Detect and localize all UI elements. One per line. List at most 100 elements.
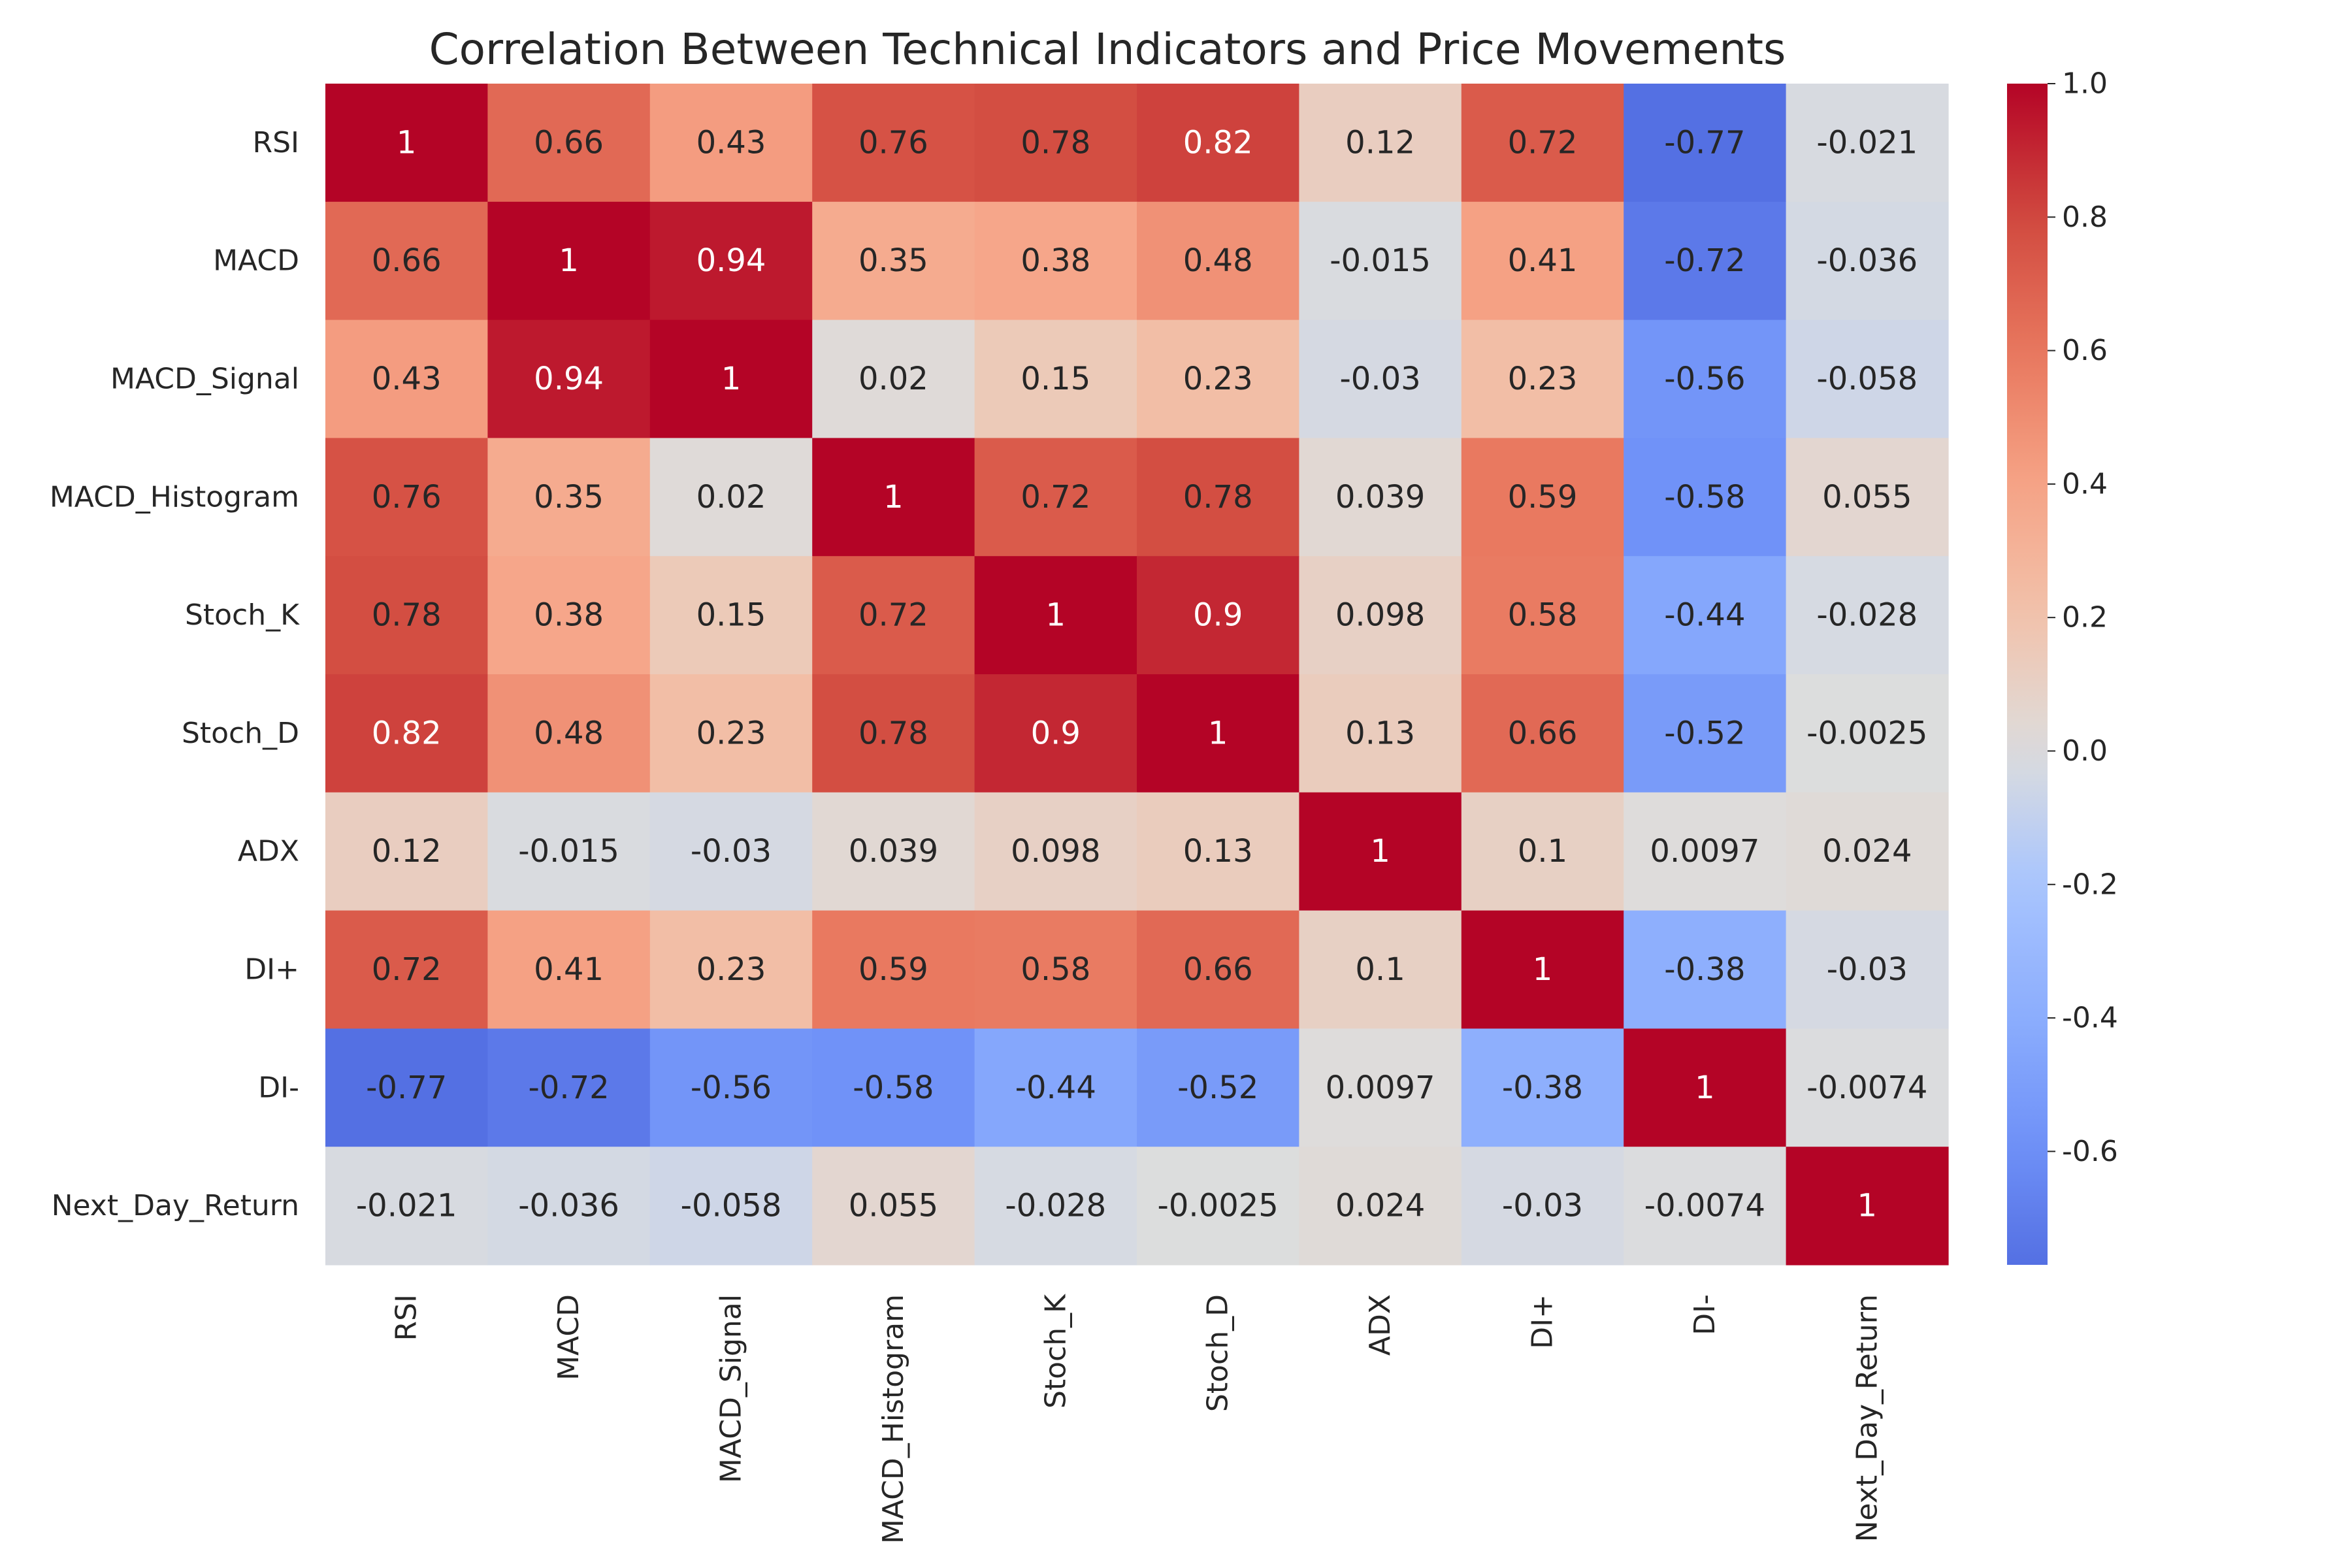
cell-value-label: -0.44 (1664, 597, 1745, 634)
heatmap-cell (1299, 438, 1462, 557)
cell-value-label: -0.0025 (1806, 715, 1927, 751)
column-tick-label: Next_Day_Return (1850, 1294, 1884, 1542)
cell-value-label: 0.43 (372, 361, 442, 397)
heatmap-cell (1461, 438, 1624, 557)
cell-value-label: 1 (721, 361, 742, 397)
cell-value-label: -0.0025 (1158, 1188, 1279, 1224)
colorbar (2007, 84, 2048, 1265)
heatmap-cell (1299, 556, 1462, 675)
cell-value-label: 0.024 (1335, 1188, 1425, 1224)
column-tick-label: DI+ (1526, 1294, 1560, 1349)
cell-value-label: 0.48 (1183, 242, 1253, 279)
heatmap-cell (1137, 792, 1299, 911)
cell-value-label: 0.1 (1518, 833, 1567, 870)
heatmap-cell (812, 438, 975, 557)
heatmap-cell (1137, 674, 1299, 793)
cell-value-label: 0.039 (849, 833, 938, 870)
cell-value-label: -0.03 (1339, 361, 1420, 397)
heatmap-cell (1299, 319, 1462, 438)
colorbar-tick-label: -0.2 (2062, 868, 2118, 901)
heatmap-cell-labels: 1 0.66 0.43 0.76 0.78 0.82 0.12 0.72 -0.77 -0.021… (356, 124, 1928, 1224)
heatmap-cell (1624, 319, 1787, 438)
cell-value-label: 0.76 (858, 124, 928, 161)
column-tick-label: DI- (1688, 1294, 1722, 1335)
heatmap-cell (1299, 910, 1462, 1029)
cell-value-label: -0.03 (1827, 951, 1908, 988)
heatmap-cell (487, 1028, 651, 1147)
cell-value-label: -0.028 (1005, 1188, 1106, 1224)
cell-value-label: 0.02 (858, 361, 928, 397)
heatmap-cell (649, 1028, 813, 1147)
cell-value-label: 1 (1046, 597, 1066, 634)
cell-value-label: -0.56 (691, 1070, 772, 1106)
heatmap-cell (974, 910, 1137, 1029)
cell-value-label: 0.76 (372, 479, 442, 515)
heatmap-cell (1624, 910, 1787, 1029)
cell-value-label: 0.59 (1508, 479, 1578, 515)
cell-value-label: -0.015 (1330, 242, 1431, 279)
column-tick-labels: RSI MACD MACD_Signal MACD_Histogram Stoch_K S… (390, 1294, 1884, 1544)
colorbar-tick-label: 0.0 (2062, 734, 2108, 768)
heatmap-cell (325, 1147, 488, 1266)
heatmap-cell (1461, 1028, 1624, 1147)
cell-value-label: -0.38 (1664, 951, 1745, 988)
heatmap-cell (487, 319, 651, 438)
heatmap-cell (649, 556, 813, 675)
heatmap-cells (325, 84, 1949, 1266)
heatmap-cell (1786, 201, 1949, 321)
column-tick-label: MACD_Histogram (877, 1294, 910, 1544)
heatmap-cell (812, 1028, 975, 1147)
cell-value-label: 0.94 (696, 242, 766, 279)
column-tick-label: RSI (390, 1294, 423, 1341)
column-tick-label: ADX (1364, 1294, 1397, 1356)
heatmap-cell (1786, 319, 1949, 438)
cell-value-label: 0.58 (1021, 951, 1090, 988)
cell-value-label: 0.0097 (1650, 833, 1759, 870)
cell-value-label: -0.028 (1816, 597, 1918, 634)
cell-value-label: 0.78 (1183, 479, 1253, 515)
heatmap-cell (1461, 556, 1624, 675)
cell-value-label: 0.72 (1021, 479, 1090, 515)
heatmap-cell (325, 556, 488, 675)
heatmap-cell (1137, 910, 1299, 1029)
cell-value-label: 0.13 (1183, 833, 1253, 870)
cell-value-label: 0.78 (858, 715, 928, 751)
cell-value-label: 1 (1208, 715, 1228, 751)
heatmap-cell (974, 319, 1137, 438)
cell-value-label: 0.41 (1508, 242, 1578, 279)
cell-value-label: -0.72 (528, 1070, 609, 1106)
colorbar-tick-label: -0.4 (2062, 1002, 2118, 1035)
heatmap-cell (325, 84, 488, 203)
heatmap-cell (1461, 910, 1624, 1029)
heatmap-cell (1624, 84, 1787, 203)
heatmap-cell (1461, 674, 1624, 793)
cell-value-label: 0.43 (696, 124, 766, 161)
cell-value-label: 1 (1533, 951, 1553, 988)
cell-value-label: 0.38 (1021, 242, 1090, 279)
cell-value-label: 0.66 (372, 242, 442, 279)
heatmap-cell (1299, 1147, 1462, 1266)
cell-value-label: -0.58 (1664, 479, 1745, 515)
heatmap-cell (487, 1147, 651, 1266)
heatmap-cell (1624, 674, 1787, 793)
heatmap-cell (325, 1028, 488, 1147)
heatmap-cell (1786, 1147, 1949, 1266)
heatmap-cell (812, 84, 975, 203)
heatmap-cell (974, 84, 1137, 203)
heatmap-cell (1624, 201, 1787, 321)
cell-value-label: 0.15 (1021, 361, 1090, 397)
heatmap-cell (974, 1028, 1137, 1147)
cell-value-label: 0.13 (1345, 715, 1415, 751)
cell-value-label: 0.0097 (1326, 1070, 1435, 1106)
cell-value-label: 0.41 (534, 951, 604, 988)
heatmap-cell (1624, 1028, 1787, 1147)
cell-value-label: -0.58 (853, 1070, 934, 1106)
cell-value-label: 0.72 (858, 597, 928, 634)
cell-value-label: 0.82 (1183, 124, 1253, 161)
cell-value-label: 0.66 (1183, 951, 1253, 988)
cell-value-label: 0.024 (1822, 833, 1912, 870)
cell-value-label: 0.38 (534, 597, 604, 634)
heatmap-cell (1461, 84, 1624, 203)
cell-value-label: 0.59 (858, 951, 928, 988)
